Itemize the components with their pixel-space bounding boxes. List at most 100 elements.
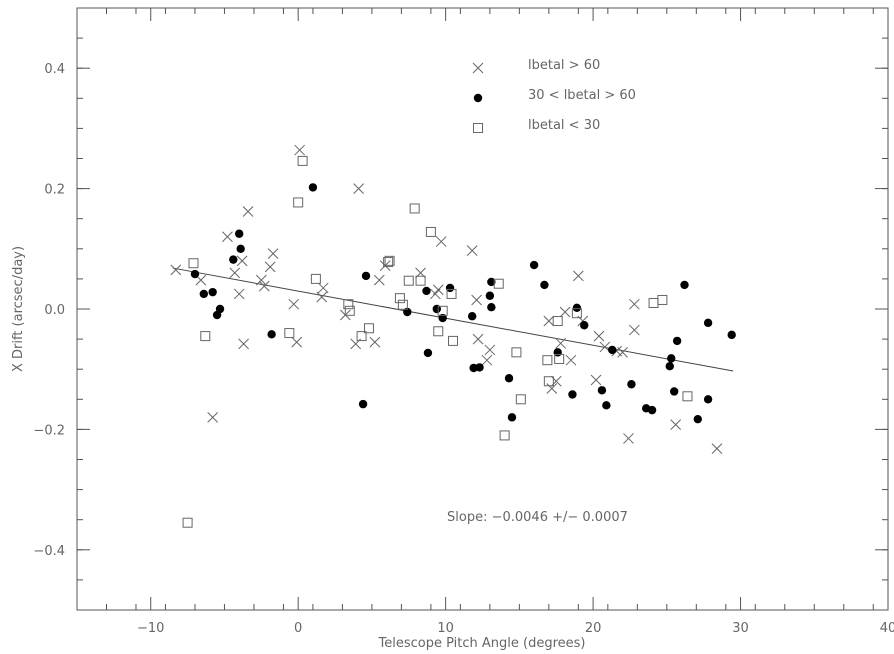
slope-annotation: Slope: −0.0046 +/− 0.0007	[447, 510, 628, 525]
open-square-point	[571, 308, 582, 319]
filled-circle-point	[665, 361, 674, 371]
filled-circle-point	[540, 280, 549, 290]
legend-label-1: lbetal > 60	[528, 58, 600, 73]
filled-circle-point	[487, 302, 496, 312]
open-square-point	[403, 275, 414, 286]
cross-point-stroke	[472, 333, 484, 345]
filled-circle-point	[487, 277, 496, 287]
cross-point-stroke	[593, 330, 605, 342]
x-tick-label: 40	[880, 621, 894, 636]
cross-point	[711, 443, 723, 455]
filled-circle-point	[358, 399, 368, 409]
open-square-point	[446, 288, 457, 299]
open-square-point	[433, 326, 444, 337]
cross-point-stroke	[471, 294, 482, 306]
open-square-point	[682, 391, 693, 402]
open-square-point	[511, 347, 522, 358]
cross-point	[238, 338, 249, 350]
cross-point-stroke	[617, 346, 628, 358]
filled-circle-point	[308, 183, 318, 192]
cross-point	[317, 282, 329, 294]
cross-point	[466, 245, 478, 256]
filled-circle-point	[608, 345, 617, 355]
open-square-point	[310, 273, 321, 284]
open-square-point	[554, 353, 565, 364]
cross-point-stroke	[222, 231, 233, 243]
open-square-point	[384, 255, 395, 266]
cross-point-stroke	[369, 336, 381, 348]
cross-point-stroke	[546, 383, 558, 394]
filled-circle-point	[236, 244, 245, 253]
filled-circle-point	[475, 363, 484, 372]
cross-point	[291, 336, 303, 348]
open-square-point	[344, 305, 355, 316]
legend-label-3: lbetal < 30	[528, 118, 600, 133]
open-square-point	[293, 197, 304, 208]
filled-circle-point	[680, 280, 689, 290]
cross-point	[623, 433, 634, 444]
x-tick-label: 20	[585, 621, 602, 636]
cross-point	[629, 324, 640, 336]
cross-point-stroke	[207, 412, 219, 423]
filled-circle-point	[229, 255, 238, 264]
cross-point-stroke	[555, 337, 567, 349]
open-square-point	[356, 331, 367, 342]
cross-point-stroke	[236, 255, 248, 267]
legend-marker-square	[473, 123, 483, 133]
cross-point	[543, 315, 555, 327]
cross-point	[207, 412, 219, 423]
filled-circle-point	[627, 380, 636, 389]
legend-label-2: 30 < lbetal > 60	[528, 88, 636, 103]
open-square-point	[363, 323, 374, 334]
open-square-point	[182, 517, 193, 528]
cross-point-stroke	[577, 315, 589, 327]
filled-circle-point	[432, 304, 441, 314]
cross-point-stroke	[629, 298, 640, 310]
filled-circle-point	[403, 307, 412, 317]
cross-point-stroke	[543, 315, 555, 327]
y-tick-label: 0.0	[44, 303, 65, 318]
cross-point-stroke	[255, 274, 267, 286]
open-square-point	[493, 278, 504, 289]
data-points	[170, 144, 736, 528]
cross-point	[222, 231, 233, 243]
open-square-point	[409, 203, 420, 214]
filled-circle-point	[647, 405, 657, 415]
filled-circle-point	[208, 287, 217, 297]
open-square-point	[552, 316, 563, 327]
cross-point	[233, 288, 245, 300]
cross-point	[369, 336, 381, 348]
cross-point	[590, 374, 602, 386]
legend-cross-stroke	[472, 62, 484, 74]
cross-point	[593, 330, 605, 342]
cross-point	[484, 344, 496, 356]
open-square-point	[343, 299, 354, 310]
cross-point	[373, 274, 385, 286]
filled-circle-point	[727, 330, 736, 340]
cross-point-stroke	[623, 433, 634, 444]
filled-circle-point	[190, 269, 200, 279]
filled-circle-point	[669, 387, 679, 396]
cross-point-stroke	[233, 288, 245, 300]
cross-point	[236, 255, 248, 267]
x-tick-label: 30	[732, 621, 749, 636]
cross-point-stroke	[599, 341, 611, 353]
cross-point	[472, 333, 484, 345]
open-square-point	[284, 328, 295, 339]
cross-point	[617, 346, 628, 358]
cross-point	[264, 261, 276, 273]
cross-point	[471, 294, 482, 306]
filled-circle-point	[361, 271, 371, 281]
cross-point-stroke	[481, 354, 493, 366]
filled-circle-point	[438, 313, 447, 323]
open-square-point	[499, 430, 510, 441]
y-tick-label: 0.2	[44, 183, 65, 198]
cross-point-stroke	[373, 274, 385, 286]
axis-tick-labels: −10 0 10 20 30 40 −0.4 −0.2 0.0 0.2 0.4	[33, 62, 894, 636]
open-square-point	[648, 297, 659, 308]
cross-point	[629, 298, 640, 310]
filled-circle-point	[507, 413, 517, 422]
cross-point-stroke	[195, 274, 207, 286]
filled-circle-point	[672, 336, 682, 346]
